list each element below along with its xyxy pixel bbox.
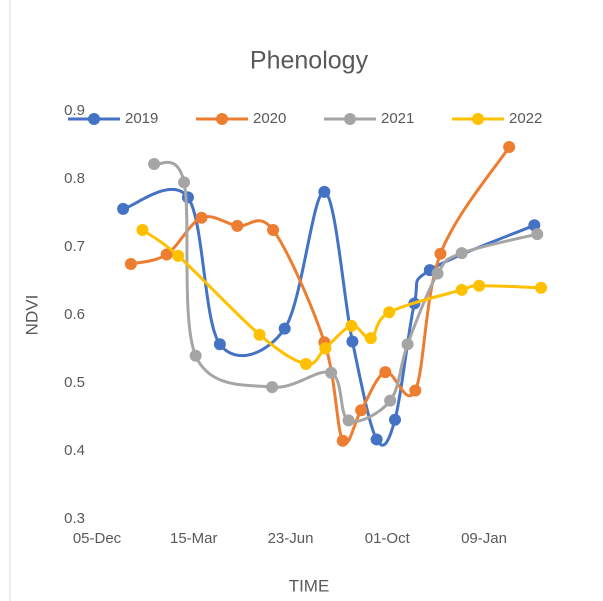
- data-point: [318, 185, 331, 198]
- data-point: [253, 328, 266, 341]
- data-point: [342, 414, 355, 427]
- data-point: [136, 224, 149, 236]
- x-tick-label: 09-Jan: [461, 530, 507, 547]
- y-tick-label: 0.3: [64, 510, 85, 527]
- data-point: [266, 381, 279, 394]
- data-point: [455, 247, 468, 260]
- x-axis-title: TIME: [289, 576, 330, 595]
- y-tick-label: 0.6: [64, 306, 85, 323]
- series-line: [153, 160, 538, 423]
- data-point: [319, 342, 332, 355]
- data-point: [503, 141, 516, 154]
- data-point: [535, 281, 548, 294]
- data-point: [401, 338, 414, 351]
- x-tick-label: 15-Mar: [170, 530, 218, 547]
- data-point: [455, 283, 468, 296]
- legend-label: 2019: [125, 110, 158, 127]
- data-point: [384, 394, 397, 407]
- data-point: [267, 224, 280, 236]
- data-point: [370, 433, 383, 446]
- legend-label: 2021: [381, 110, 414, 127]
- data-point: [160, 248, 173, 261]
- data-point: [172, 249, 185, 262]
- data-point: [336, 434, 349, 447]
- y-tick-label: 0.5: [64, 374, 85, 391]
- legend-marker: [88, 113, 100, 125]
- data-point: [434, 247, 447, 260]
- y-tick-label: 0.8: [64, 170, 85, 187]
- legend-marker: [472, 113, 484, 125]
- x-tick-label: 23-Jun: [268, 530, 314, 547]
- y-tick-label: 0.7: [64, 238, 85, 255]
- data-point: [364, 332, 377, 345]
- x-tick-label: 05-Dec: [73, 530, 122, 547]
- data-point: [124, 258, 137, 270]
- legend-label: 2022: [509, 110, 542, 127]
- data-point: [231, 219, 244, 232]
- data-point: [383, 306, 396, 319]
- data-point: [195, 211, 208, 224]
- data-point: [299, 357, 312, 370]
- data-point: [388, 413, 401, 426]
- data-point: [278, 322, 291, 335]
- data-point: [355, 404, 368, 417]
- y-tick-label: 0.4: [64, 442, 85, 459]
- y-axis-title: NDVI: [22, 295, 41, 336]
- data-point: [148, 158, 161, 171]
- data-point: [325, 366, 338, 379]
- y-tick-label: 0.9: [64, 102, 85, 119]
- data-point: [473, 279, 486, 292]
- series-line: [122, 188, 535, 447]
- x-tick-label: 01-Oct: [365, 530, 411, 547]
- chart-title: Phenology: [250, 47, 369, 75]
- data-point: [346, 335, 359, 348]
- data-point: [345, 319, 358, 332]
- data-point: [117, 202, 130, 215]
- legend-marker: [216, 113, 228, 125]
- data-point: [409, 384, 422, 397]
- data-point: [531, 228, 544, 241]
- legend-marker: [344, 113, 356, 125]
- data-point: [379, 366, 392, 379]
- data-point: [189, 349, 202, 362]
- data-point: [178, 176, 191, 189]
- data-point: [431, 267, 444, 280]
- data-point: [213, 338, 226, 351]
- legend-label: 2020: [253, 110, 286, 127]
- data-point: [181, 191, 194, 204]
